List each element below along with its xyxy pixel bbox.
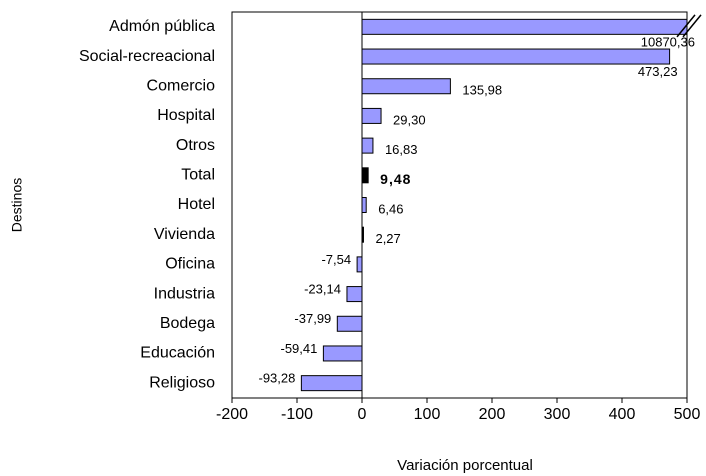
y-tick-label: Oficina [165,256,215,273]
bar [346,286,363,303]
bar [361,78,451,95]
value-label: -59,41 [281,341,318,356]
value-label: 6,46 [378,201,403,216]
y-tick-label: Admón pública [109,18,215,35]
bar [361,137,374,154]
bar [361,18,687,35]
x-tick-label: 100 [414,406,441,423]
bar [361,107,382,124]
y-tick-label: Bodega [160,315,215,332]
bar [300,375,363,392]
x-tick-label: -100 [281,406,313,423]
value-label: 473,23 [638,64,678,79]
value-label: 2,27 [375,231,400,246]
bar [361,48,671,65]
value-label: 9,48 [380,171,411,187]
value-label: 135,98 [462,83,502,98]
y-tick-label: Vivienda [154,226,215,243]
value-label: -37,99 [294,311,331,326]
value-label: -23,14 [304,282,341,297]
bar [361,197,367,213]
y-tick-label: Total [181,167,215,184]
y-tick-label: Hotel [178,196,215,213]
value-label: 29,30 [393,112,426,127]
y-tick-label: Educación [140,345,215,362]
y-tick-label: Comercio [147,77,216,94]
y-axis-label: Destinos [9,178,25,232]
bars [300,18,687,392]
value-label: 10870,36 [641,34,695,49]
x-tick-label: -200 [216,406,248,423]
bar [322,345,363,362]
bar [336,315,363,332]
value-label: -7,54 [321,252,351,267]
plot-area [231,11,688,399]
y-tick-label: Religioso [149,374,215,391]
bar [356,256,363,273]
value-label: -93,28 [258,371,295,386]
y-tick-label: Hospital [157,107,215,124]
x-tick-label: 400 [609,406,636,423]
x-tick-label: 200 [479,406,506,423]
x-tick-label: 0 [358,406,367,423]
bar [361,167,369,184]
y-tick-label: Social-recreacional [79,48,215,65]
x-tick-label: 500 [674,406,701,423]
y-tick-label: Otros [176,137,215,154]
x-axis-label: Variación porcentual [397,457,533,474]
axis-break [682,14,702,38]
axis-break [676,14,696,38]
y-tick-label: Industria [154,285,215,302]
value-label: 16,83 [385,142,418,157]
x-tick-label: 300 [544,406,571,423]
